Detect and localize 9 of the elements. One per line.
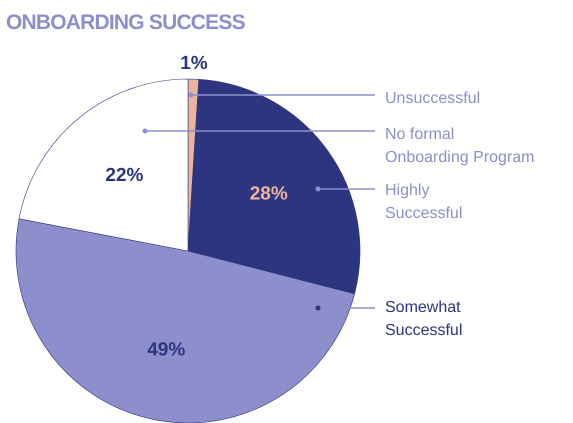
data-label: 28% [250, 183, 288, 204]
slice-label: Somewhat Successful [385, 299, 462, 339]
slice-label: Unsuccessful [385, 90, 480, 107]
slice-label: No formal Onboarding Program [385, 126, 534, 166]
data-label: 22% [105, 165, 144, 186]
data-label: 49% [147, 339, 186, 360]
data-label: 1% [180, 52, 208, 74]
slice-label: Highly Successful [385, 182, 462, 222]
chart-title: ONBOARDING SUCCESS [6, 11, 246, 34]
